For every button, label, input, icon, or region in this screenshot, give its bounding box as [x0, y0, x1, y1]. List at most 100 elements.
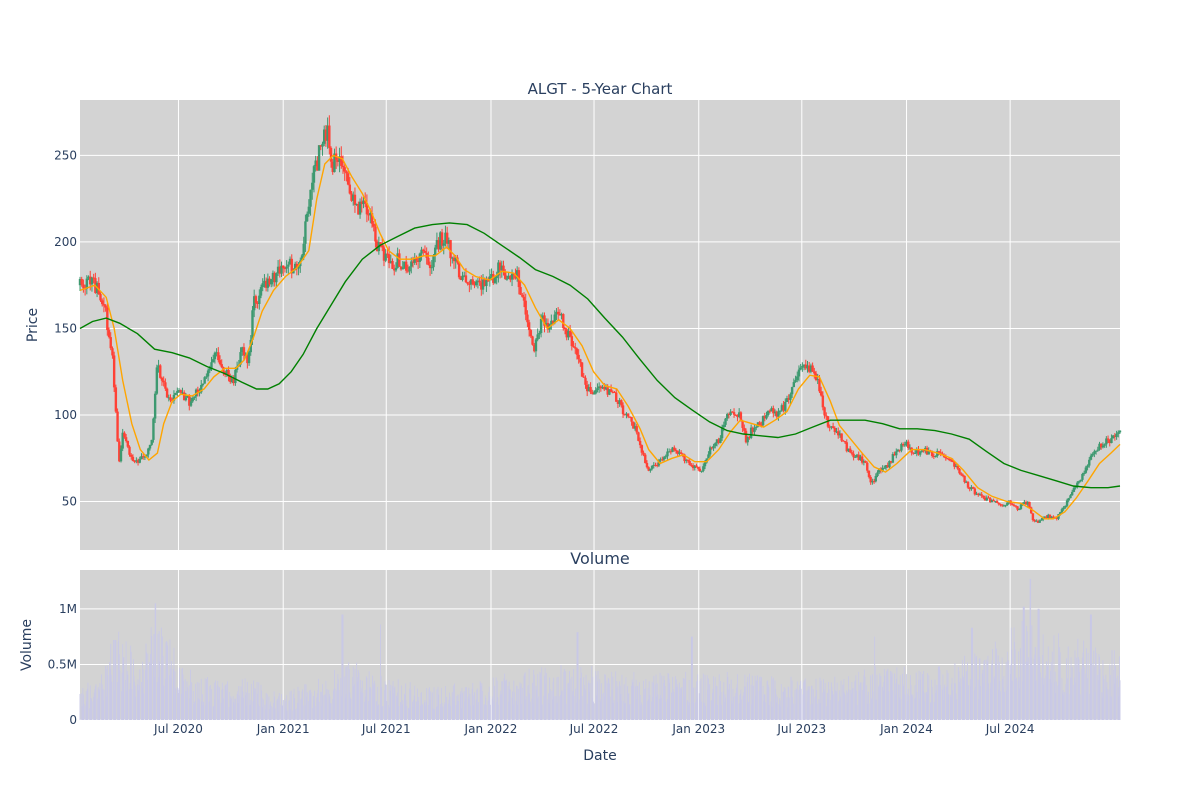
candle-body [82, 284, 85, 289]
price-y-tick-labels: 50 100 150 200 250 [54, 148, 77, 508]
candle-body [954, 465, 958, 467]
candle-body [109, 337, 112, 349]
candle-body [157, 365, 160, 368]
candle-body [302, 243, 305, 256]
candle-body [437, 240, 440, 250]
candle-body [871, 481, 874, 483]
candle-body [215, 352, 218, 354]
candle-body [416, 260, 420, 262]
candle-body [652, 464, 655, 466]
candle-body [908, 447, 912, 449]
candle-body [1076, 482, 1079, 487]
candle-body [372, 223, 375, 227]
candle-body [743, 427, 746, 431]
candle-body [900, 444, 903, 451]
candle-body [150, 439, 153, 445]
candle-body [408, 266, 411, 272]
candle-body [587, 386, 591, 392]
candle-body [329, 147, 333, 162]
candle-body [495, 275, 498, 279]
candle-body [790, 387, 794, 395]
candle-body [756, 422, 760, 427]
candle-body [681, 453, 685, 455]
candle-body [1033, 520, 1036, 522]
candle-body [727, 414, 731, 416]
candle-body [116, 411, 119, 442]
candle-body [654, 464, 657, 466]
candle-body [396, 253, 399, 268]
candle-body [843, 441, 847, 443]
candle-body [307, 206, 311, 214]
candle-body [447, 240, 451, 244]
candle-body [867, 470, 871, 477]
candle-body [230, 378, 234, 382]
candle-body [111, 348, 114, 356]
candle-body [316, 160, 319, 171]
candle-body [1117, 432, 1120, 434]
candle-body [802, 364, 806, 366]
candle-body [599, 386, 603, 389]
candle-body [1014, 505, 1018, 507]
candle-body [761, 416, 765, 426]
candle-body [510, 273, 514, 280]
candle-body [825, 415, 828, 417]
candle-body [172, 394, 176, 401]
candle-body [1084, 467, 1088, 473]
candle-body [811, 365, 814, 372]
price-chart-title: ALGT - 5-Year Chart [528, 80, 673, 98]
candle-body [644, 454, 647, 463]
candle-body [1018, 509, 1021, 511]
candle-body [888, 460, 891, 468]
candle-body [850, 452, 854, 454]
candle-body [145, 454, 148, 457]
candle-body [958, 468, 961, 474]
candle-body [234, 369, 237, 384]
x-tick-label: Jul 2024 [985, 722, 1035, 736]
candle-body [1004, 505, 1007, 507]
candle-body [155, 367, 159, 394]
candle-body [695, 465, 698, 468]
candle-body [659, 459, 662, 461]
candle-body [673, 447, 676, 451]
candle-body [410, 261, 413, 267]
candle-body [527, 322, 531, 331]
candle-body [297, 266, 300, 269]
candle-body [927, 450, 930, 455]
candle-body [782, 405, 785, 411]
candle-body [324, 129, 328, 141]
volume-y-tick-label: 0 [69, 713, 77, 727]
candle-body [459, 277, 463, 280]
candle-body [454, 257, 457, 262]
candle-body [500, 265, 504, 271]
candle-body [626, 413, 630, 417]
candle-body [1106, 438, 1110, 440]
candle-body [305, 213, 309, 222]
candle-body [690, 465, 693, 467]
candle-body [403, 261, 406, 268]
candle-body [85, 278, 89, 289]
candle-body [365, 203, 369, 215]
candle-body [526, 314, 529, 323]
candle-body [662, 457, 666, 460]
candle-body [210, 362, 213, 369]
candle-body [551, 320, 555, 324]
candle-body [823, 407, 826, 416]
candle-body [452, 257, 456, 262]
candle-body [666, 451, 669, 457]
candle-body [287, 264, 290, 267]
candle-body [632, 421, 635, 429]
candle-body [169, 397, 172, 401]
candle-body [1096, 449, 1099, 451]
candle-body [676, 450, 679, 454]
candle-body [413, 257, 416, 263]
candle-body [635, 426, 638, 433]
x-tick-label: Jan 2022 [464, 722, 518, 736]
candle-body [961, 474, 965, 476]
candle-body [363, 200, 367, 204]
candle-body [229, 376, 232, 382]
candle-body [784, 401, 787, 411]
candle-body [917, 449, 920, 455]
candle-body [162, 380, 165, 383]
candle-body [956, 465, 959, 469]
candle-body [1089, 455, 1093, 460]
